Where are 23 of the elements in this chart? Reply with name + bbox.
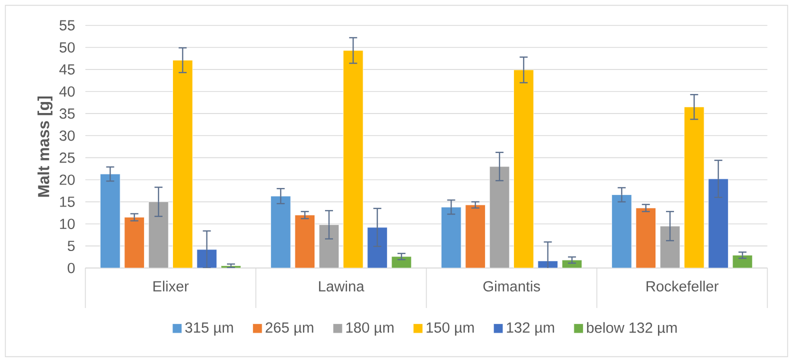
y-tick-label: 5	[68, 240, 75, 252]
y-tick-label: 50	[60, 42, 75, 53]
y-tick-label: 35	[60, 108, 75, 119]
x-tick-label: Gimantis	[483, 280, 540, 292]
x-tick-label: Lawina	[319, 280, 364, 292]
legend-label: 265 µm	[266, 322, 314, 336]
y-tick-label: 30	[60, 130, 75, 141]
legend-label: below 132 µm	[587, 322, 677, 336]
legend-label: 315 µm	[185, 322, 233, 336]
x-tick-label: Rockefeller	[646, 280, 719, 292]
y-tick-label: 0	[68, 262, 75, 274]
legend-label: 150 µm	[426, 322, 474, 336]
legend-label: 132 µm	[506, 322, 554, 336]
y-tick-label: 20	[60, 174, 75, 185]
y-tick-label: 55	[60, 20, 75, 30]
legend-label: 180 µm	[346, 322, 394, 336]
y-axis-title: Malt mass [g]	[38, 96, 52, 197]
y-tick-label: 15	[60, 196, 75, 207]
y-tick-label: 45	[59, 64, 75, 75]
y-tick-label: 40	[59, 86, 75, 97]
x-tick-label: Elixer	[153, 280, 189, 292]
y-tick-label: 25	[60, 152, 75, 163]
y-tick-label: 10	[60, 218, 75, 230]
